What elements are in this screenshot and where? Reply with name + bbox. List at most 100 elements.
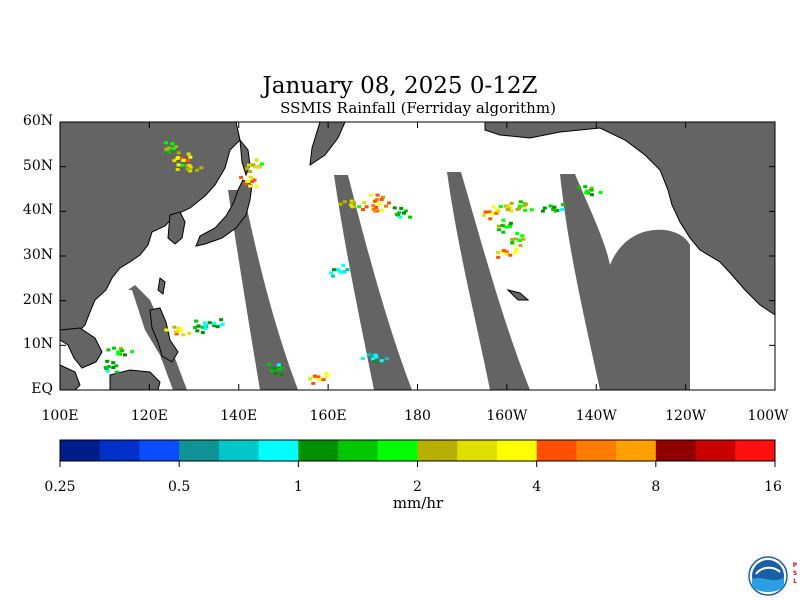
- rain-pixel: [542, 206, 547, 210]
- rain-pixel: [245, 179, 250, 183]
- rain-pixel: [172, 159, 177, 163]
- rain-pixel: [372, 199, 377, 203]
- colorbar-tick-label: 2: [413, 479, 422, 495]
- rain-cell: [392, 206, 413, 219]
- rain-pixel: [491, 205, 496, 209]
- land-korea: [167, 211, 186, 245]
- rain-pixel: [509, 209, 514, 213]
- rain-pixel: [203, 323, 208, 327]
- rain-pixel: [172, 325, 177, 329]
- rain-pixel: [215, 325, 220, 329]
- rain-pixel: [181, 333, 186, 337]
- rain-pixel: [120, 349, 125, 353]
- rain-pixel: [203, 321, 208, 325]
- rain-cell: [163, 141, 181, 155]
- rain-pixel: [345, 268, 350, 272]
- rain-pixel: [194, 319, 199, 323]
- rain-pixel: [498, 205, 503, 209]
- rain-pixel: [252, 178, 257, 182]
- rain-pixel: [373, 353, 378, 357]
- rain-pixel: [349, 203, 354, 207]
- lon-label: 120E: [130, 408, 168, 424]
- rain-pixel: [397, 211, 402, 215]
- rain-pixel: [496, 255, 501, 259]
- land-hawaii: [506, 289, 530, 301]
- rain-pixel: [114, 364, 119, 368]
- rain-cell: [245, 158, 265, 173]
- rain-pixel: [352, 201, 357, 205]
- rain-pixel: [260, 162, 265, 166]
- rain-pixel: [200, 331, 205, 335]
- land-philippines: [149, 307, 179, 363]
- rain-pixel: [106, 348, 111, 352]
- rain-pixel: [494, 211, 499, 215]
- rain-pixel: [111, 366, 116, 369]
- rain-pixel: [490, 212, 495, 216]
- rain-pixel: [187, 163, 192, 167]
- land-japan: [195, 179, 253, 247]
- rain-pixel: [585, 189, 590, 193]
- rain-pixel: [501, 249, 506, 253]
- lon-label: 120W: [665, 408, 707, 424]
- rain-pixel: [517, 204, 522, 208]
- rain-pixel: [368, 193, 373, 197]
- rain-pixel: [311, 381, 316, 385]
- rain-pixel: [373, 209, 378, 213]
- rain-pixel: [164, 328, 169, 332]
- rain-pixel: [510, 238, 515, 241]
- lat-label: 10N: [22, 336, 53, 353]
- lon-label: 180: [404, 408, 431, 424]
- rain-pixel: [185, 158, 190, 162]
- rain-pixel: [324, 371, 329, 375]
- swath-gap-5: [560, 174, 690, 390]
- lat-label: EQ: [31, 381, 53, 397]
- lon-label: 100E: [41, 408, 79, 424]
- rain-pixel: [540, 209, 545, 213]
- rain-pixel: [325, 375, 330, 379]
- rain-pixel: [329, 271, 334, 275]
- rain-pixel: [167, 150, 172, 154]
- lon-label: 140E: [220, 408, 258, 424]
- rain-pixel: [387, 201, 391, 205]
- rain-pixel: [551, 208, 556, 211]
- rain-cell: [239, 175, 259, 188]
- rain-pixel: [504, 250, 509, 254]
- rain-pixel: [513, 251, 518, 255]
- rain-pixel: [598, 191, 603, 194]
- rain-pixel: [106, 365, 111, 369]
- rain-pixel: [173, 330, 178, 334]
- rain-pixel: [372, 359, 377, 363]
- colorbar-tick-label: 1: [293, 479, 303, 495]
- rain-pixel: [500, 223, 505, 227]
- rain-pixel: [254, 184, 259, 188]
- rain-pixel: [589, 186, 594, 190]
- swath-gap-2: [228, 190, 298, 390]
- rain-pixel: [501, 218, 506, 222]
- rain-pixel: [118, 347, 123, 350]
- rain-pixel: [517, 207, 522, 210]
- colorbar-units: mm/hr: [392, 494, 444, 512]
- rain-pixel: [481, 213, 486, 217]
- rain-pixel: [115, 370, 119, 374]
- rain-pixel: [186, 152, 191, 156]
- rain-pixel: [203, 327, 208, 331]
- rain-pixel: [163, 141, 168, 145]
- rain-cell: [510, 232, 526, 247]
- rain-pixel: [403, 209, 408, 213]
- rain-pixel: [250, 180, 255, 184]
- map-subtitle: SSMIS Rainfall (Ferriday algorithm): [280, 99, 556, 117]
- rain-pixel: [380, 209, 385, 213]
- rain-cell: [360, 353, 389, 363]
- rain-pixel: [496, 224, 501, 228]
- rain-pixel: [515, 232, 520, 236]
- rain-pixel: [518, 200, 523, 204]
- land-masses: [59, 121, 776, 391]
- rain-cell: [175, 163, 204, 173]
- rain-pixel: [308, 377, 313, 381]
- rain-pixel: [529, 208, 534, 212]
- rain-pixel: [514, 248, 519, 251]
- rain-pixel: [394, 212, 399, 216]
- rain-pixel: [384, 204, 388, 208]
- rain-pixel: [513, 237, 518, 241]
